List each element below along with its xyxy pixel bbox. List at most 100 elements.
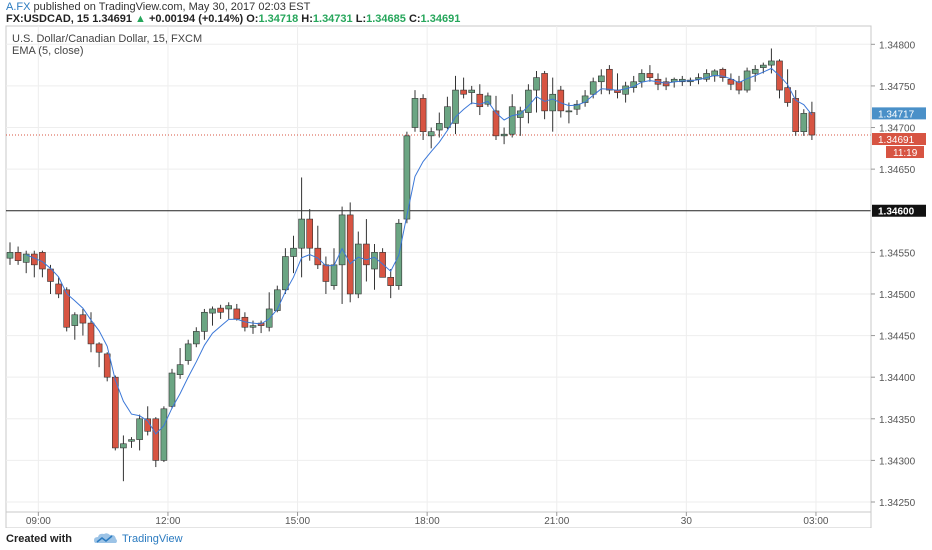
- candle-body: [249, 325, 257, 328]
- candle-body: [152, 418, 160, 461]
- candle-body: [193, 331, 200, 345]
- price-axis[interactable]: 1.34800 1.34750 1.34700 1.34650 1.34550 1.345…: [870, 26, 926, 528]
- price-tick-label: 1.34800: [879, 40, 916, 51]
- candle-body: [768, 60, 775, 66]
- candle-body: [541, 73, 548, 112]
- candle-body: [330, 264, 338, 286]
- candle-body: [751, 68, 759, 74]
- candle-body: [606, 68, 613, 91]
- time-tick-label: 09:00: [26, 516, 51, 527]
- price-tick-label: 1.34500: [879, 290, 916, 301]
- candle-body: [784, 87, 791, 103]
- change-value: +0.00194 (+0.14%): [148, 13, 244, 25]
- candle-body: [136, 418, 143, 440]
- candle-body: [79, 314, 87, 324]
- candle-body: [460, 89, 467, 95]
- candle-body: [549, 93, 557, 112]
- price-tick-label: 1.34550: [879, 248, 916, 259]
- candle-body: [120, 443, 127, 449]
- candle-body: [484, 95, 492, 105]
- candle-body: [290, 247, 297, 257]
- candle-body: [573, 103, 581, 110]
- candle-body: [557, 89, 565, 112]
- created-with-label: Created with: [6, 533, 73, 545]
- candle-body: [354, 243, 362, 295]
- ema-line: [26, 67, 813, 435]
- candle-body: [306, 218, 314, 249]
- publisher-link[interactable]: A.FX: [6, 1, 31, 13]
- price-tick-label: 1.34300: [879, 456, 916, 467]
- candle-body: [71, 314, 79, 326]
- candle-body: [508, 106, 516, 135]
- candle-body: [95, 343, 103, 353]
- candle-body: [444, 106, 451, 128]
- time-axis[interactable]: 09:00 12:00 15:00 18:00 21:00 30 03:00: [6, 511, 871, 527]
- last-price-text: 1.34717: [878, 109, 915, 120]
- candle-body: [711, 70, 719, 77]
- plot-area[interactable]: [5, 25, 872, 528]
- candle-body: [128, 439, 135, 442]
- candle-body: [363, 243, 370, 266]
- time-tick-label: 03:00: [803, 516, 828, 527]
- candle-body: [622, 85, 629, 95]
- candle-body: [201, 311, 208, 332]
- ema-layer: [26, 67, 813, 435]
- level-price-badge: [872, 204, 926, 217]
- publish-line: A.FX published on TradingView.com, May 3…: [6, 1, 310, 13]
- symbol-label: FX:USDCAD, 15: [6, 13, 90, 25]
- candle-body: [209, 308, 216, 314]
- candle-body: [759, 64, 767, 68]
- candle-body: [14, 252, 22, 261]
- candle-body: [265, 308, 273, 328]
- candle-body: [638, 73, 646, 83]
- candle-body: [273, 289, 281, 311]
- candle-body: [808, 112, 816, 136]
- candle-body: [217, 307, 224, 313]
- candles-layer: [6, 48, 816, 482]
- candle-body: [492, 110, 500, 137]
- candle-body: [225, 305, 232, 310]
- price-tick-label: 1.34700: [879, 124, 916, 135]
- candle-body: [55, 283, 62, 295]
- price-tick-label: 1.34650: [879, 165, 916, 176]
- candle-body: [597, 75, 605, 83]
- tradingview-brand[interactable]: TradingView: [122, 533, 183, 545]
- last-price: 1.34691: [92, 13, 132, 25]
- candle-body: [298, 218, 305, 249]
- candle-body: [792, 98, 800, 132]
- candle-body: [452, 89, 459, 124]
- candle-body: [719, 68, 727, 78]
- candle-body: [427, 131, 435, 137]
- candle-body: [435, 123, 443, 131]
- candle-body: [662, 81, 670, 87]
- price-tick-label: 1.34750: [879, 82, 916, 93]
- candle-body: [387, 277, 395, 286]
- price-tick-label: 1.34350: [879, 415, 916, 426]
- candle-body: [233, 308, 241, 320]
- high-value: 1.34731: [312, 13, 353, 25]
- candle-body: [735, 81, 743, 91]
- time-tick-label: 21:00: [544, 516, 569, 527]
- candle-body: [168, 372, 176, 407]
- time-tick-label: 12:00: [155, 516, 180, 527]
- low-value: 1.34685: [366, 13, 406, 25]
- candle-body: [468, 89, 476, 93]
- candle-body: [371, 252, 378, 270]
- candle-body: [565, 110, 573, 113]
- level-price-text: 1.34600: [878, 207, 915, 218]
- price-tick-label: 1.34250: [879, 498, 916, 509]
- candle-body: [403, 135, 411, 220]
- last-price-badge: [872, 107, 926, 120]
- candle-body: [476, 93, 484, 108]
- candle-body: [411, 98, 419, 128]
- candle-body: [646, 73, 654, 78]
- candle-body: [743, 70, 751, 91]
- price-chart[interactable]: 1.34800 1.34750 1.34700 1.34650 1.34550 1.345…: [0, 0, 932, 528]
- price-tick-label: 1.34400: [879, 373, 916, 384]
- candle-body: [533, 77, 540, 91]
- current-price-text: 1.34691: [878, 135, 915, 146]
- published-text: published on TradingView.com, May 30, 20…: [30, 1, 311, 13]
- candle-body: [346, 214, 354, 295]
- candle-body: [525, 89, 532, 113]
- candle-body: [589, 81, 597, 95]
